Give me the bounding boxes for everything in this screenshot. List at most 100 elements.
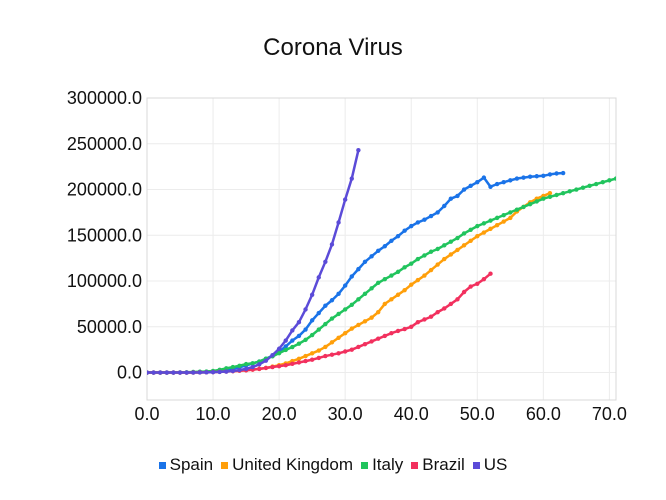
data-point [422, 253, 427, 258]
data-point [342, 349, 348, 354]
data-point [342, 197, 348, 202]
data-point [468, 284, 473, 289]
legend-item: United Kingdom [221, 455, 353, 475]
data-point [501, 179, 506, 185]
data-point [270, 364, 275, 370]
series-spain [147, 170, 566, 375]
data-point [389, 330, 394, 336]
data-point [593, 181, 599, 187]
data-point [369, 286, 374, 291]
data-point [527, 201, 533, 207]
data-point [158, 370, 163, 375]
data-point [541, 196, 546, 201]
data-point [224, 369, 229, 374]
data-point [468, 183, 473, 189]
y-tick-label: 50000.0 [77, 317, 142, 337]
data-point [309, 357, 315, 362]
data-point [494, 215, 500, 221]
data-point [468, 238, 473, 243]
data-point [356, 266, 361, 272]
data-point [290, 338, 295, 343]
data-point [481, 221, 487, 226]
data-point [547, 190, 553, 196]
x-tick-label: 40.0 [394, 404, 429, 424]
legend: Spain United Kingdom Italy Brazil US [0, 455, 666, 475]
data-point [428, 314, 434, 319]
data-point [428, 267, 434, 273]
data-point [402, 287, 407, 293]
data-point [514, 176, 520, 181]
data-point [224, 366, 229, 371]
data-point [461, 289, 467, 295]
data-point [435, 210, 440, 215]
data-point [402, 265, 407, 270]
data-point [290, 361, 295, 367]
series-line [147, 177, 616, 374]
legend-label: United Kingdom [232, 455, 354, 474]
data-point [395, 328, 401, 334]
data-point [382, 301, 388, 307]
data-point [356, 322, 361, 328]
data-point [164, 370, 170, 375]
data-point [475, 179, 480, 185]
data-point [171, 370, 176, 375]
data-point [329, 340, 335, 345]
data-point [369, 339, 374, 344]
data-point [415, 320, 421, 325]
data-point [501, 212, 506, 218]
data-point [527, 174, 533, 179]
data-point [428, 213, 434, 219]
legend-item: Spain [158, 455, 213, 475]
data-point [336, 335, 341, 340]
data-point [151, 370, 156, 375]
x-tick-label: 60.0 [526, 404, 561, 424]
y-tick-label: 250000.0 [67, 134, 142, 154]
data-point [342, 307, 348, 312]
data-point [567, 189, 572, 194]
data-point [263, 365, 269, 371]
legend-item: Brazil [411, 455, 465, 475]
data-point [448, 252, 454, 257]
data-point [243, 366, 249, 372]
data-point [336, 351, 341, 356]
data-point [329, 316, 335, 321]
data-point [554, 192, 559, 198]
data-point [329, 298, 335, 303]
data-point [428, 249, 434, 254]
data-point [409, 282, 414, 287]
data-point [481, 277, 487, 282]
data-point [494, 223, 500, 228]
data-point [382, 244, 388, 249]
data-point [349, 176, 354, 181]
data-point [475, 233, 480, 239]
data-point [329, 352, 335, 357]
series-italy [147, 176, 616, 375]
data-point [369, 315, 374, 320]
data-point [501, 219, 506, 224]
data-point [316, 355, 321, 361]
data-point [395, 269, 401, 275]
data-point [375, 280, 381, 286]
data-point [263, 358, 269, 363]
data-point [250, 364, 255, 370]
data-point [309, 318, 315, 323]
data-point [276, 346, 282, 351]
data-point [296, 341, 302, 346]
data-point [210, 369, 216, 375]
data-point [276, 350, 282, 356]
data-point [442, 256, 447, 262]
data-point [534, 174, 539, 179]
data-point [554, 171, 559, 176]
y-tick-label: 300000.0 [67, 88, 142, 108]
data-point [461, 231, 467, 236]
data-point [356, 297, 361, 302]
data-point [508, 178, 513, 183]
data-point [243, 361, 249, 367]
data-point [494, 181, 500, 187]
data-point [455, 297, 460, 302]
y-tick-label: 0.0 [117, 363, 142, 383]
data-point [422, 273, 427, 278]
data-point [468, 227, 473, 232]
data-point [442, 203, 447, 209]
data-point [560, 190, 566, 196]
